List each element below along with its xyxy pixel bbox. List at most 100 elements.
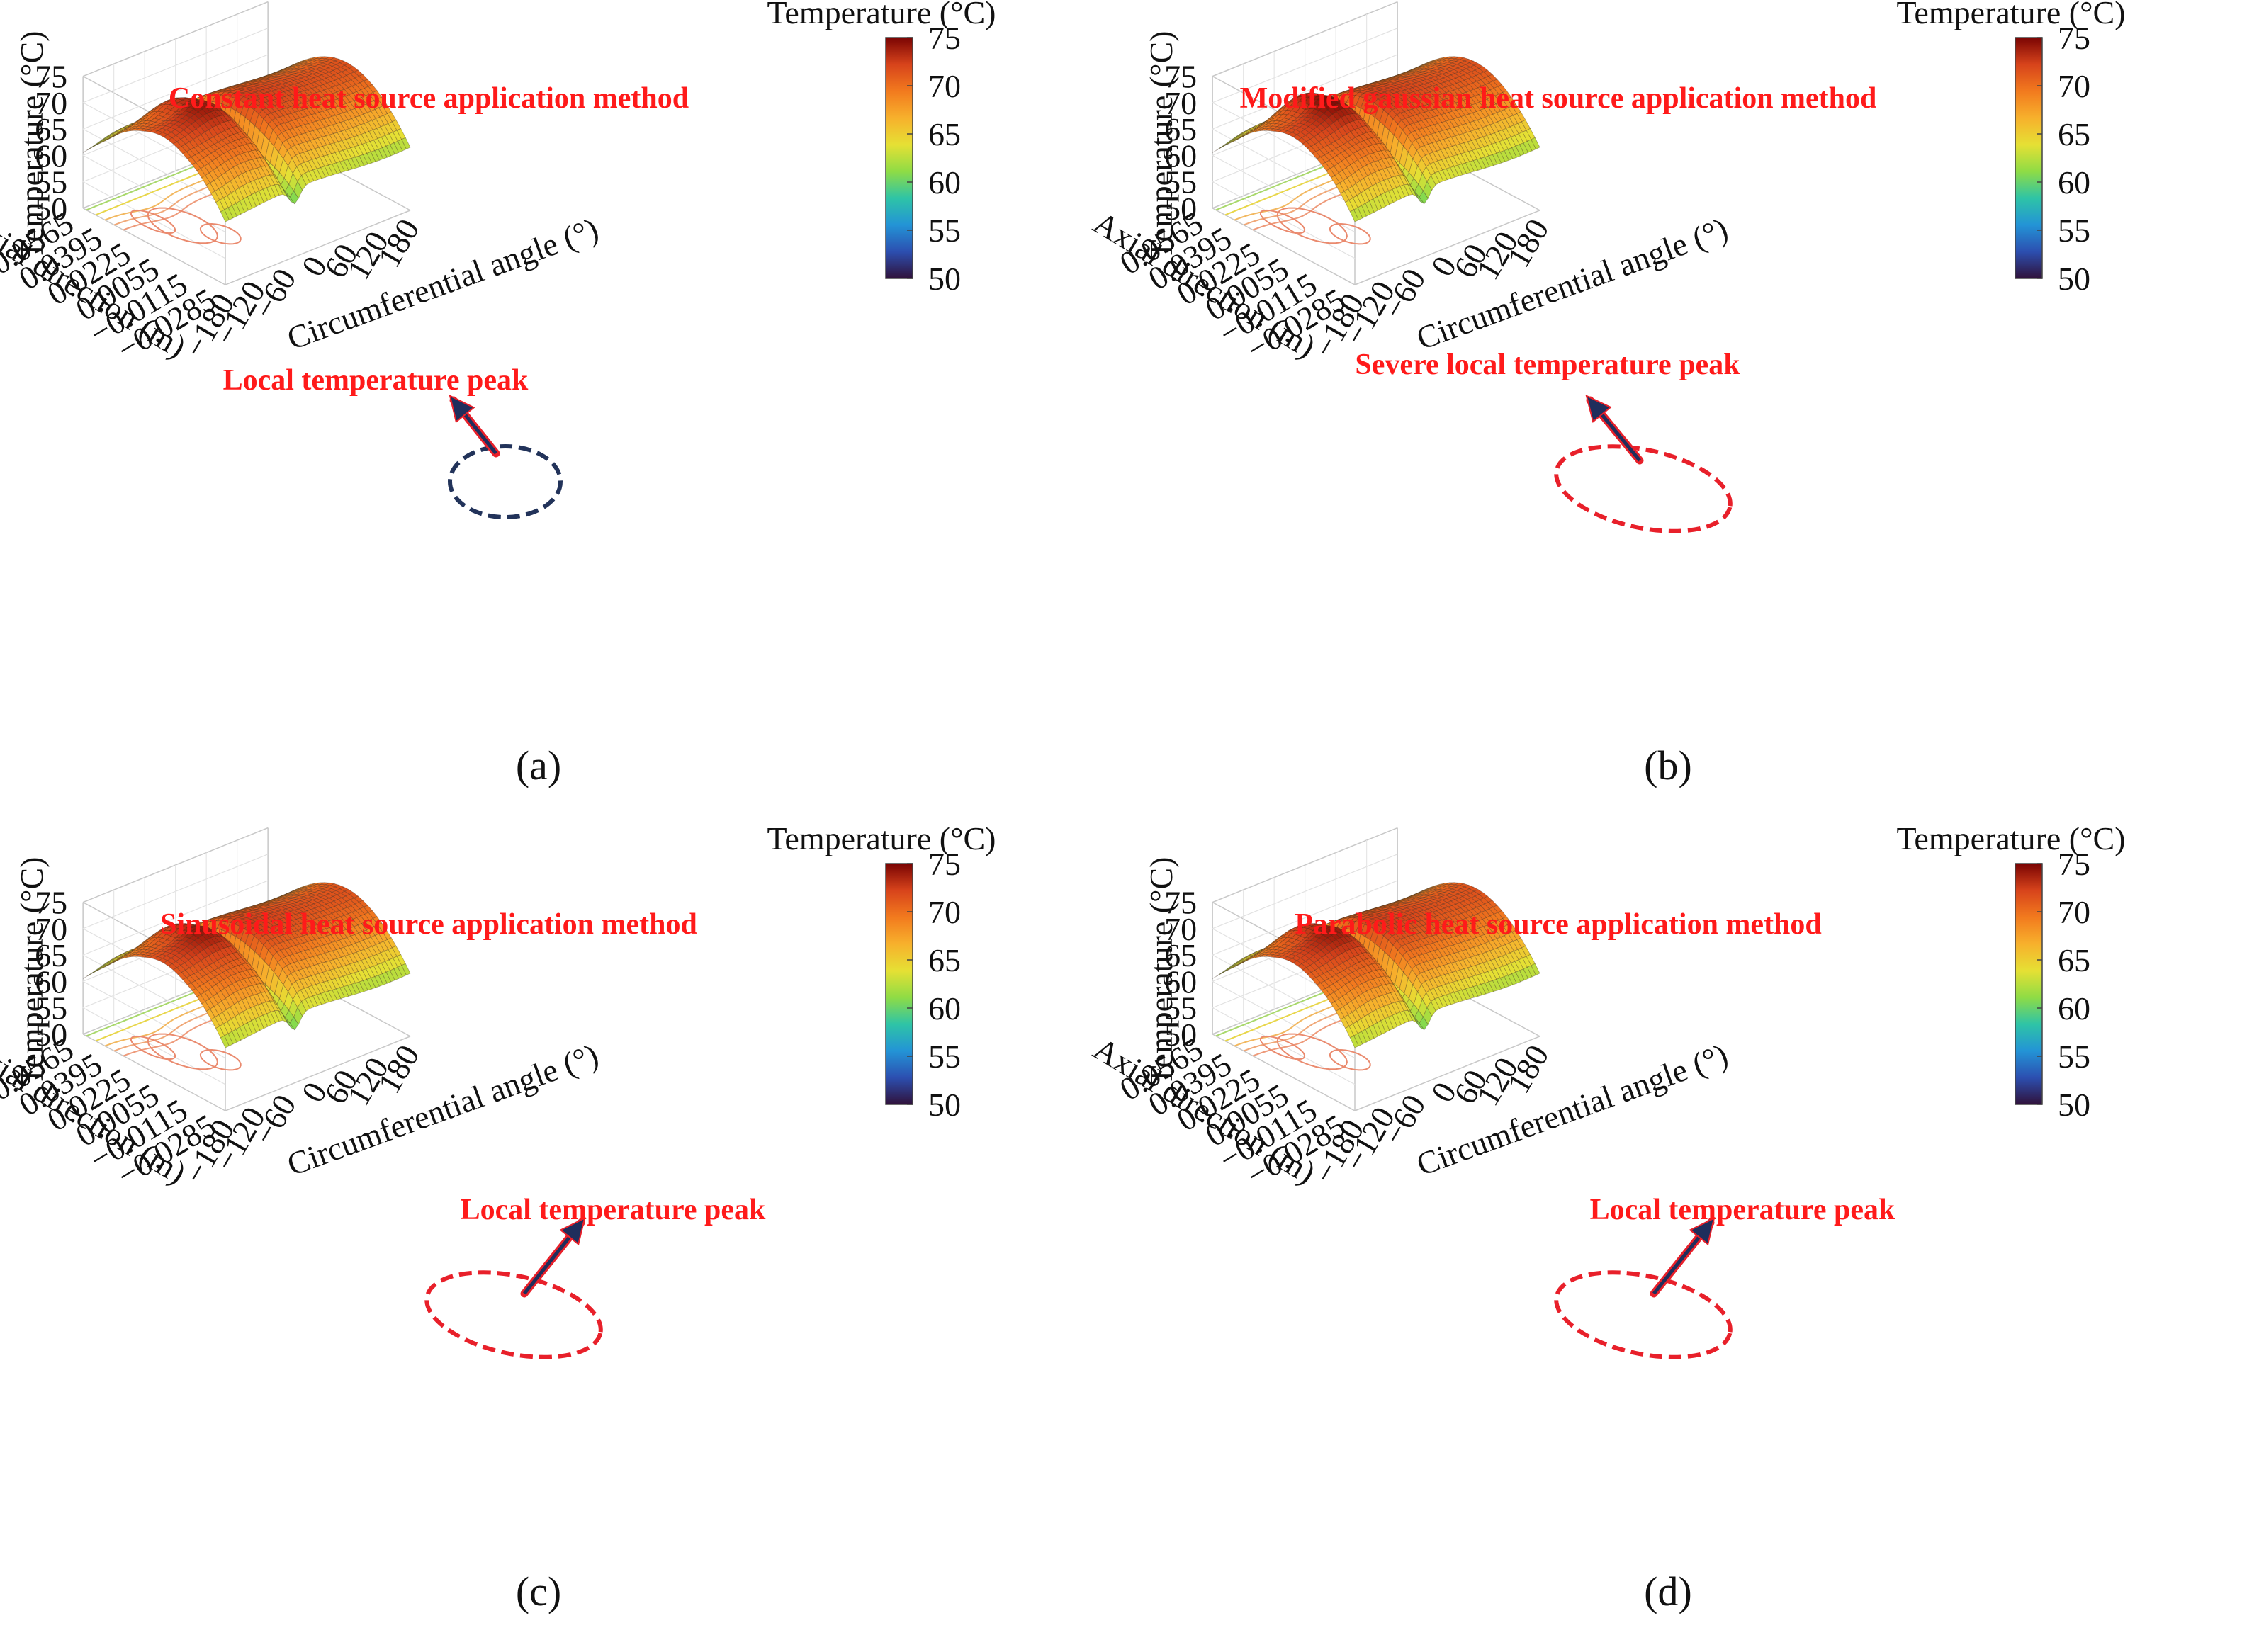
chart-svg: 505560657075−0.0285−0.01150.00550.02250.… bbox=[1088, 0, 2126, 788]
colorbar-tick-label: 75 bbox=[2058, 20, 2090, 56]
z-tick-label: 60 bbox=[35, 137, 67, 174]
surface-cell bbox=[302, 883, 311, 888]
colorbar-tick-label: 65 bbox=[928, 942, 961, 978]
surface-cell bbox=[155, 927, 165, 934]
peak-marker bbox=[1554, 444, 1733, 533]
surface-cell bbox=[1354, 85, 1363, 89]
surface-cell bbox=[329, 57, 340, 62]
colorbar-title: Temperature (°C) bbox=[767, 0, 996, 30]
surface-cell bbox=[1449, 56, 1460, 60]
surface-cell bbox=[225, 911, 234, 915]
chart-title: Modified gaussian heat source applicatio… bbox=[1240, 82, 1877, 115]
surface-cell bbox=[363, 79, 373, 87]
contour-loop bbox=[1329, 222, 1371, 245]
z-tick-label: 70 bbox=[1164, 85, 1197, 121]
surface-cell bbox=[1487, 74, 1498, 81]
colorbar-tick-label: 70 bbox=[928, 894, 961, 930]
surface bbox=[82, 882, 411, 1048]
annotation-arrowhead bbox=[449, 394, 475, 424]
chart-svg: 505560657075−0.0285−0.01150.00550.02250.… bbox=[0, 0, 996, 788]
z-tick-label: 55 bbox=[1164, 164, 1197, 200]
surface bbox=[82, 56, 411, 222]
colorbar-title: Temperature (°C) bbox=[1897, 0, 2126, 30]
annotation-text: Local temperature peak bbox=[461, 1194, 766, 1226]
surface-cell bbox=[320, 56, 331, 60]
surface-cell bbox=[306, 883, 316, 887]
z-axis-label: Temperature (°C) bbox=[1143, 31, 1179, 260]
colorbar-tick-label: 75 bbox=[928, 20, 961, 56]
surface-cell bbox=[302, 57, 311, 62]
surface-cell bbox=[236, 907, 246, 912]
surface-cell bbox=[1436, 57, 1446, 61]
z-tick-label: 60 bbox=[1164, 137, 1197, 174]
chart-svg: 505560657075−0.0285−0.01150.00550.02250.… bbox=[1088, 820, 2126, 1614]
contour-loop bbox=[199, 222, 242, 245]
contour-loop bbox=[130, 209, 176, 234]
surface-cell bbox=[1431, 57, 1441, 62]
surface-cell bbox=[306, 57, 316, 61]
surface-cell bbox=[1459, 57, 1470, 62]
surface-cell bbox=[1365, 81, 1375, 86]
colorbar-tick-label: 65 bbox=[928, 116, 961, 152]
surface-cell bbox=[1483, 69, 1493, 77]
colorbar-tick-label: 65 bbox=[2058, 116, 2090, 152]
x-axis-label: Circumferential angle (°) bbox=[283, 210, 603, 356]
x-axis-label: Circumferential angle (°) bbox=[1412, 210, 1733, 356]
annotation-text: Local temperature peak bbox=[223, 364, 529, 397]
panel-label: (c) bbox=[516, 1568, 561, 1614]
colorbar-tick-label: 70 bbox=[928, 68, 961, 104]
z-tick-label: 75 bbox=[35, 59, 67, 95]
contour-loop bbox=[199, 1048, 242, 1071]
annotation-text: Severe local temperature peak bbox=[1355, 349, 1740, 381]
z-tick-label: 50 bbox=[1164, 191, 1197, 227]
surface-cell bbox=[391, 119, 402, 131]
panel-label: (b) bbox=[1644, 742, 1692, 788]
chart-title: Sinusoidal heat source application metho… bbox=[160, 908, 697, 941]
colorbar-tick-label: 55 bbox=[2058, 213, 2090, 249]
surface bbox=[1212, 882, 1540, 1048]
surface-cell bbox=[334, 58, 345, 64]
z-tick-label: 65 bbox=[35, 111, 67, 147]
x-axis-label: Circumferential angle (°) bbox=[283, 1036, 603, 1182]
panel-c: 50 55 60 65 70 75 −0.0285 −0.0115 0.0055 0.0225 0.… bbox=[0, 820, 1130, 1652]
panel-b: 50 55 60 65 70 75 −0.0285 −0.0115 0.0055 0.0225 0.… bbox=[1088, 0, 2259, 826]
surface-cell bbox=[1362, 83, 1371, 86]
z-tick-label: 55 bbox=[35, 164, 67, 200]
contour-loop bbox=[1329, 1048, 1371, 1071]
z-axis-label: Temperature (°C) bbox=[13, 31, 50, 260]
z-tick-label: 70 bbox=[35, 85, 67, 121]
surface bbox=[1212, 56, 1540, 222]
contour-loop bbox=[130, 1035, 176, 1060]
colorbar-gradient bbox=[885, 863, 913, 1105]
panel-label: (a) bbox=[516, 742, 561, 788]
colorbar-title: Temperature (°C) bbox=[767, 820, 996, 856]
panel-d: 50 55 60 65 70 75 −0.0285 −0.0115 0.0055 0.0225 0.… bbox=[1088, 820, 2259, 1652]
z-tick-label: 50 bbox=[35, 191, 67, 227]
surface-cell bbox=[1464, 58, 1475, 64]
colorbar-gradient bbox=[2015, 37, 2043, 279]
surface-cell bbox=[358, 74, 368, 81]
surface-cell bbox=[1521, 119, 1531, 131]
surface-cell bbox=[401, 137, 411, 149]
chart-title: Constant heat source application method bbox=[169, 82, 689, 115]
peak-marker bbox=[448, 444, 563, 519]
colorbar-tick-label: 60 bbox=[928, 164, 961, 200]
z-tick-label: 65 bbox=[1164, 111, 1197, 147]
z-tick-label: 75 bbox=[1164, 59, 1197, 95]
annotation-arrowhead bbox=[1585, 395, 1612, 424]
colorbar-tick-label: 55 bbox=[928, 213, 961, 249]
colorbar-tick-label: 50 bbox=[2058, 261, 2090, 297]
colorbar-gradient bbox=[885, 37, 913, 279]
chart-svg: 505560657075−0.0285−0.01150.00550.02250.… bbox=[0, 820, 996, 1614]
surface-cell bbox=[1378, 78, 1387, 82]
surface-cell bbox=[354, 69, 364, 77]
panel-a: 50 55 60 65 70 75 −0.0285 −0.0115 0.0055 0.0225 0.… bbox=[0, 0, 1130, 826]
surface-cell bbox=[1531, 137, 1540, 149]
colorbar-tick-label: 60 bbox=[928, 990, 961, 1026]
